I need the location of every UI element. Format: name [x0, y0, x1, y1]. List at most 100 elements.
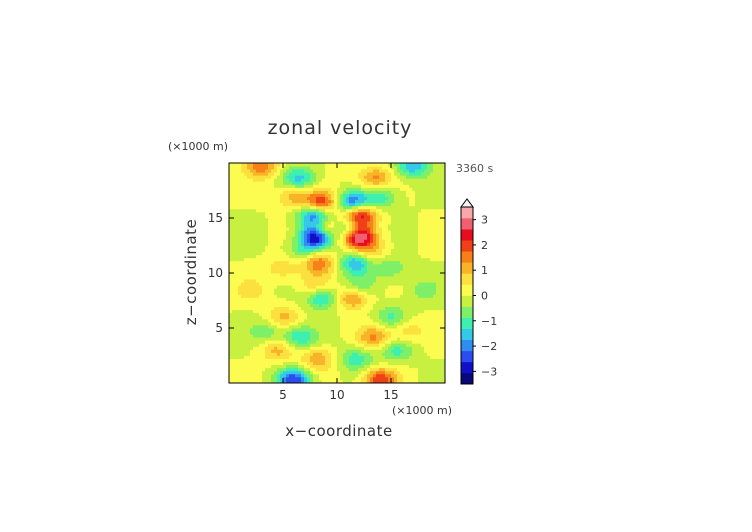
field-cell: [376, 288, 380, 292]
field-cell: [379, 373, 383, 378]
field-cell: [370, 288, 374, 292]
field-cell: [274, 263, 278, 268]
field-cell: [343, 361, 347, 366]
field-cell: [364, 358, 368, 363]
field-cell: [304, 242, 308, 246]
field-cell: [394, 373, 398, 378]
field-cell: [340, 242, 344, 246]
field-cell: [397, 254, 401, 259]
field-cell: [280, 239, 284, 243]
field-cell: [433, 163, 437, 167]
field-cell: [328, 288, 332, 292]
field-cell: [382, 361, 386, 366]
field-cell: [379, 294, 383, 298]
field-cell: [241, 328, 245, 332]
field-cell: [241, 263, 245, 268]
field-cell: [415, 343, 419, 347]
field-cell: [280, 349, 284, 353]
field-cell: [253, 331, 257, 335]
field-cell: [361, 205, 365, 210]
field-cell: [364, 175, 368, 179]
field-cell: [331, 260, 335, 265]
field-cell: [370, 193, 374, 198]
field-cell: [343, 294, 347, 298]
field-cell: [259, 343, 263, 347]
field-cell: [391, 193, 395, 198]
field-cell: [244, 172, 248, 176]
field-cell: [313, 297, 317, 301]
field-cell: [370, 202, 374, 207]
field-cell: [394, 175, 398, 179]
field-cell: [388, 190, 392, 194]
field-cell: [277, 221, 281, 225]
field-cell: [382, 169, 386, 173]
field-cell: [241, 178, 245, 182]
field-cell: [283, 266, 287, 271]
field-cell: [319, 282, 323, 286]
field-cell: [373, 227, 377, 231]
field-cell: [382, 236, 386, 240]
field-cell: [253, 211, 257, 216]
field-cell: [334, 169, 338, 173]
field-cell: [271, 263, 275, 268]
field-cell: [250, 303, 254, 308]
field-cell: [259, 303, 263, 308]
field-cell: [376, 263, 380, 268]
field-cell: [307, 334, 311, 338]
field-cell: [436, 370, 440, 375]
field-cell: [424, 328, 428, 332]
field-cell: [238, 178, 242, 182]
field-cell: [391, 282, 395, 286]
field-cell: [370, 239, 374, 243]
field-cell: [412, 163, 416, 167]
field-cell: [415, 187, 419, 191]
field-cell: [397, 211, 401, 216]
field-cell: [244, 187, 248, 191]
field-cell: [340, 376, 344, 381]
field-cell: [232, 324, 236, 329]
field-cell: [352, 166, 356, 170]
field-cell: [349, 303, 353, 308]
field-cell: [346, 184, 350, 188]
field-cell: [328, 184, 332, 188]
field-cell: [271, 172, 275, 176]
field-cell: [322, 279, 326, 283]
field-cell: [322, 294, 326, 298]
field-cell: [355, 349, 359, 353]
field-cell: [280, 361, 284, 366]
field-cell: [331, 300, 335, 304]
field-cell: [388, 324, 392, 329]
field-cell: [382, 315, 386, 320]
field-cell: [403, 199, 407, 204]
field-cell: [247, 337, 251, 341]
field-cell: [316, 285, 320, 289]
field-cell: [370, 279, 374, 283]
field-cell: [322, 227, 326, 231]
field-cell: [283, 364, 287, 369]
field-cell: [328, 227, 332, 231]
field-cell: [271, 218, 275, 222]
field-cell: [418, 239, 422, 243]
field-cell: [382, 172, 386, 176]
field-cell: [352, 254, 356, 259]
field-cell: [304, 294, 308, 298]
field-cell: [325, 346, 329, 350]
field-cell: [433, 263, 437, 268]
field-cell: [283, 236, 287, 240]
field-cell: [307, 364, 311, 369]
field-cell: [298, 187, 302, 191]
field-cell: [322, 166, 326, 170]
field-cell: [280, 340, 284, 344]
field-cell: [433, 184, 437, 188]
field-cell: [361, 361, 365, 366]
field-cell: [277, 373, 281, 378]
field-cell: [271, 343, 275, 347]
field-cell: [397, 297, 401, 301]
field-cell: [427, 163, 431, 167]
field-cell: [235, 309, 239, 314]
field-cell: [436, 373, 440, 378]
field-cell: [367, 230, 371, 234]
field-cell: [394, 266, 398, 271]
field-cell: [271, 175, 275, 179]
field-cell: [352, 285, 356, 289]
